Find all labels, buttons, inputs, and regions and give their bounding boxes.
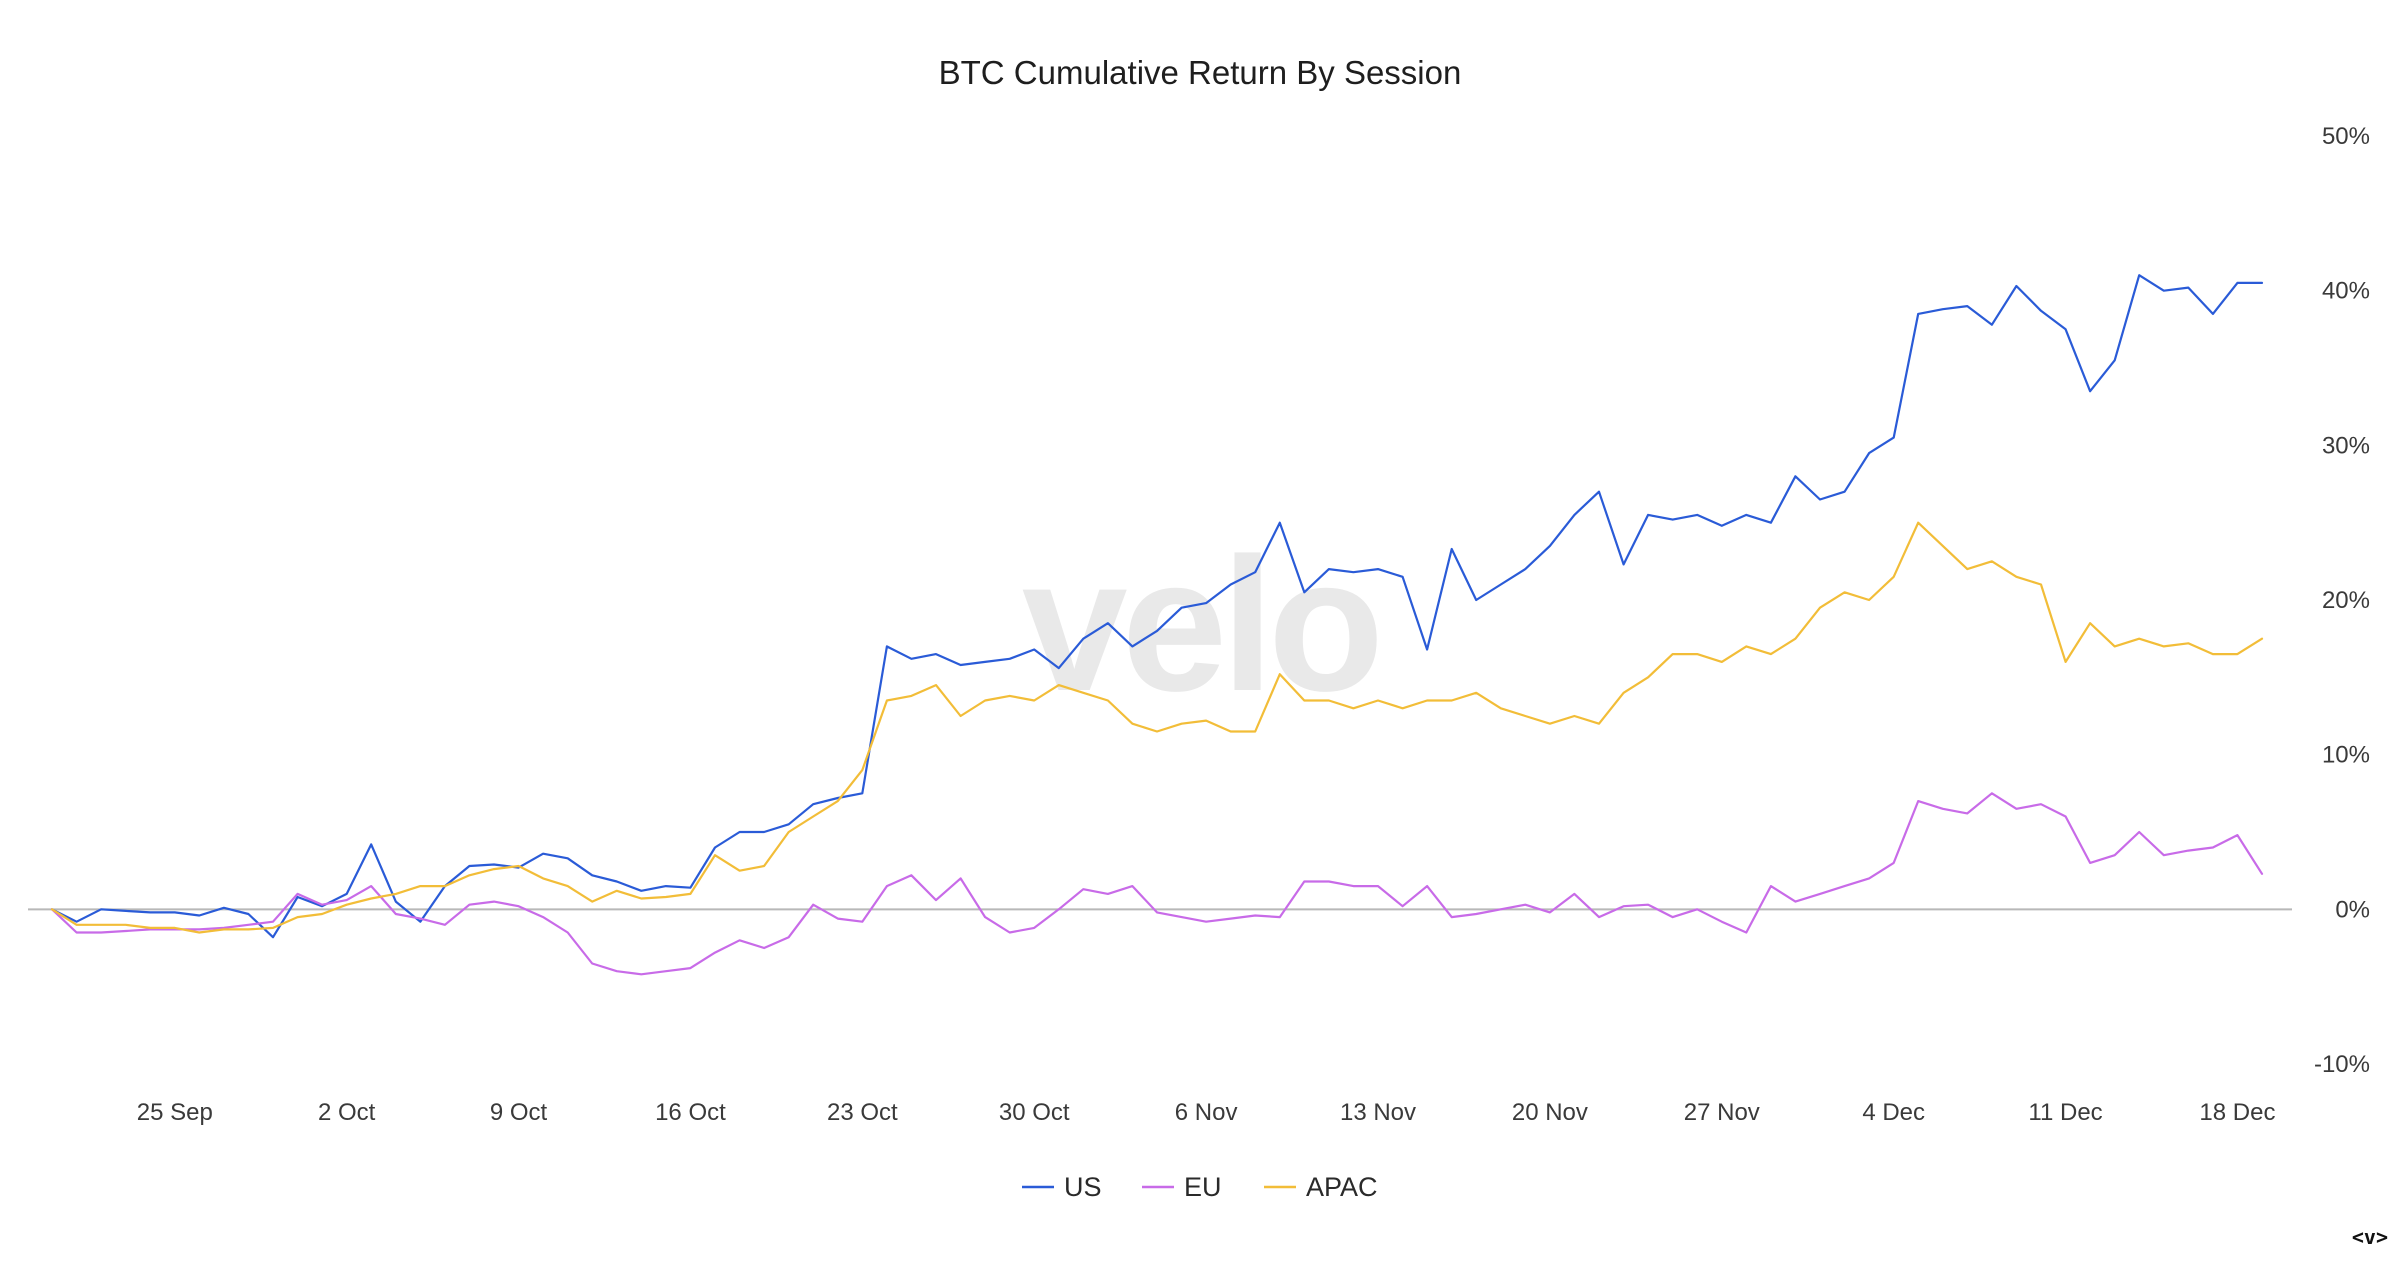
x-axis: 25 Sep 2 Oct 9 Oct 16 Oct 23 Oct 30 Oct 6 Nov 1… bbox=[137, 1099, 2276, 1126]
x-tick-label: 27 Nov bbox=[1684, 1099, 1760, 1126]
legend: US EU APAC bbox=[1022, 1172, 1378, 1202]
legend-label: EU bbox=[1184, 1172, 1222, 1202]
legend-item-us[interactable]: US bbox=[1022, 1172, 1102, 1202]
x-tick-label: 20 Nov bbox=[1512, 1099, 1588, 1126]
legend-label: APAC bbox=[1306, 1172, 1378, 1202]
x-tick-label: 13 Nov bbox=[1340, 1099, 1416, 1126]
x-tick-label: 18 Dec bbox=[2199, 1099, 2275, 1126]
series-line-apac bbox=[50, 521, 2264, 934]
x-tick-label: 6 Nov bbox=[1175, 1099, 1238, 1126]
x-tick-label: 2 Oct bbox=[318, 1099, 376, 1126]
x-tick-label: 25 Sep bbox=[137, 1099, 213, 1126]
y-tick-label: 20% bbox=[2322, 587, 2370, 614]
x-tick-label: 30 Oct bbox=[999, 1099, 1070, 1126]
series-line-eu bbox=[50, 792, 2264, 976]
x-tick-label: 4 Dec bbox=[1862, 1099, 1925, 1126]
y-axis: 50% 40% 30% 20% 10% 0% -10% bbox=[2314, 123, 2370, 1078]
legend-label: US bbox=[1064, 1172, 1102, 1202]
legend-item-apac[interactable]: APAC bbox=[1264, 1172, 1378, 1202]
series-lines bbox=[50, 274, 2264, 976]
x-tick-label: 23 Oct bbox=[827, 1099, 898, 1126]
series-line-us bbox=[50, 274, 2264, 939]
y-tick-label: 50% bbox=[2322, 123, 2370, 150]
legend-item-eu[interactable]: EU bbox=[1142, 1172, 1222, 1202]
x-tick-label: 16 Oct bbox=[655, 1099, 726, 1126]
x-tick-label: 11 Dec bbox=[2028, 1099, 2102, 1126]
y-tick-label: 0% bbox=[2335, 896, 2370, 923]
brand-mark: <v> bbox=[2352, 1225, 2388, 1249]
watermark: velo bbox=[1022, 519, 1378, 731]
y-tick-label: 40% bbox=[2322, 278, 2370, 305]
chart-title: BTC Cumulative Return By Session bbox=[939, 54, 1462, 91]
y-tick-label: 30% bbox=[2322, 432, 2370, 459]
y-tick-label: -10% bbox=[2314, 1051, 2370, 1078]
y-tick-label: 10% bbox=[2322, 742, 2370, 769]
x-tick-label: 9 Oct bbox=[490, 1099, 548, 1126]
